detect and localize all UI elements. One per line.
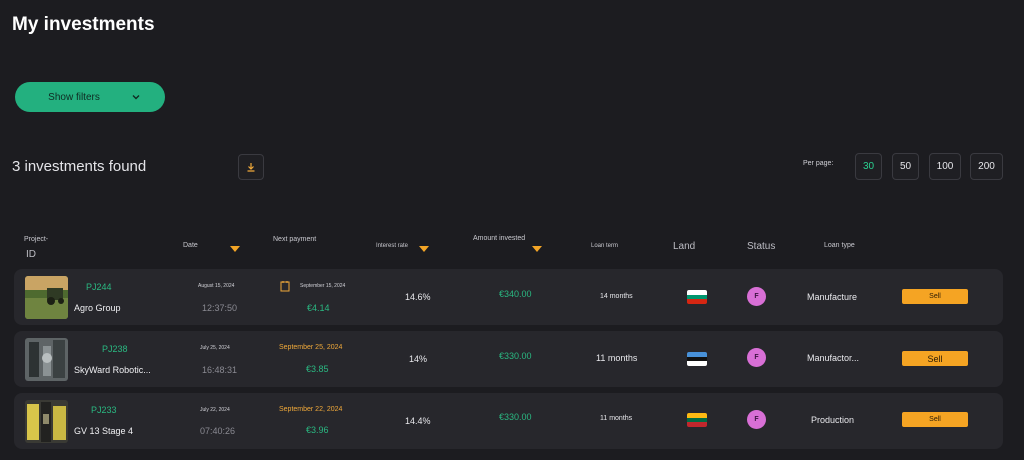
flag-bulgaria-icon bbox=[687, 290, 707, 304]
next-payment-date: September 15, 2024 bbox=[300, 283, 346, 289]
project-thumbnail bbox=[25, 276, 68, 319]
show-filters-label: Show filters bbox=[48, 91, 100, 103]
status-badge: F bbox=[747, 410, 766, 429]
show-filters-button[interactable]: Show filters bbox=[15, 82, 165, 112]
sort-interest-icon[interactable] bbox=[419, 246, 429, 252]
project-id[interactable]: PJ238 bbox=[102, 344, 128, 354]
next-payment-date: September 25, 2024 bbox=[279, 344, 343, 351]
download-button[interactable] bbox=[238, 154, 264, 180]
sort-amount-icon[interactable] bbox=[532, 246, 542, 252]
investment-time: 07:40:26 bbox=[200, 426, 236, 436]
project-thumbnail bbox=[25, 338, 68, 381]
download-icon bbox=[247, 163, 255, 172]
table-row[interactable]: PJ238 SkyWard Robotic... July 25, 2024 1… bbox=[14, 331, 1003, 387]
project-name[interactable]: GV 13 Stage 4 bbox=[74, 426, 134, 436]
header-amount-invested[interactable]: Amount invested bbox=[473, 235, 526, 242]
header-project: Project- bbox=[24, 236, 49, 243]
page-title: My investments bbox=[12, 14, 155, 35]
chevron-down-icon bbox=[132, 95, 140, 100]
project-name[interactable]: SkyWard Robotic... bbox=[74, 365, 151, 375]
calendar-icon bbox=[280, 281, 290, 292]
sell-button[interactable]: Sell bbox=[902, 412, 968, 427]
header-status: Status bbox=[747, 241, 776, 252]
loan-term: 14 months bbox=[600, 293, 633, 300]
per-page-label: Per page: bbox=[803, 160, 834, 167]
interest-rate: 14% bbox=[409, 354, 428, 364]
next-payment-amount: €3.85 bbox=[306, 364, 329, 374]
header-id: ID bbox=[26, 249, 36, 260]
loan-type: Manufacture bbox=[807, 292, 858, 302]
interest-rate: 14.4% bbox=[405, 416, 431, 426]
flag-lithuania-icon bbox=[687, 413, 707, 427]
per-page-100[interactable]: 100 bbox=[929, 153, 961, 180]
amount-invested: €330.00 bbox=[499, 351, 532, 361]
per-page-50[interactable]: 50 bbox=[892, 153, 919, 180]
project-id[interactable]: PJ244 bbox=[86, 282, 112, 292]
sell-button[interactable]: Sell bbox=[902, 351, 968, 366]
next-payment-date: September 22, 2024 bbox=[279, 406, 343, 413]
table-row[interactable]: PJ233 GV 13 Stage 4 July 22, 2024 07:40:… bbox=[14, 393, 1003, 449]
header-loan-term: Loan term bbox=[591, 243, 619, 249]
loan-type: Production bbox=[811, 415, 855, 425]
table-row[interactable]: PJ244 Agro Group August 15, 2024 12:37:5… bbox=[14, 269, 1003, 325]
header-date[interactable]: Date bbox=[183, 242, 198, 249]
project-thumbnail bbox=[25, 400, 68, 443]
loan-term: 11 months bbox=[596, 353, 638, 363]
per-page-200[interactable]: 200 bbox=[970, 153, 1003, 180]
header-interest-rate[interactable]: Interest rate bbox=[376, 243, 409, 249]
loan-type: Manufactor... bbox=[807, 353, 860, 363]
amount-invested: €340.00 bbox=[499, 289, 532, 299]
header-next-payment: Next payment bbox=[273, 236, 317, 243]
per-page-30[interactable]: 30 bbox=[855, 153, 882, 180]
header-loan-type: Loan type bbox=[824, 242, 855, 249]
loan-term: 11 months bbox=[600, 415, 633, 422]
investment-time: 12:37:50 bbox=[202, 303, 238, 313]
header-land: Land bbox=[673, 241, 696, 252]
investment-date: August 15, 2024 bbox=[198, 283, 235, 289]
flag-estonia-icon bbox=[687, 352, 707, 366]
investment-date: July 25, 2024 bbox=[200, 345, 230, 351]
amount-invested: €330.00 bbox=[499, 412, 532, 422]
results-count: 3 investments found bbox=[12, 158, 147, 175]
project-id[interactable]: PJ233 bbox=[91, 405, 117, 415]
interest-rate: 14.6% bbox=[405, 292, 431, 302]
project-name[interactable]: Agro Group bbox=[74, 303, 121, 313]
status-badge: F bbox=[747, 348, 766, 367]
investment-date: July 22, 2024 bbox=[200, 407, 230, 413]
sort-date-icon[interactable] bbox=[230, 246, 240, 252]
next-payment-amount: €3.96 bbox=[306, 425, 329, 435]
status-badge: F bbox=[747, 287, 766, 306]
next-payment-amount: €4.14 bbox=[307, 303, 330, 313]
investment-time: 16:48:31 bbox=[202, 365, 238, 375]
sell-button[interactable]: Sell bbox=[902, 289, 968, 304]
